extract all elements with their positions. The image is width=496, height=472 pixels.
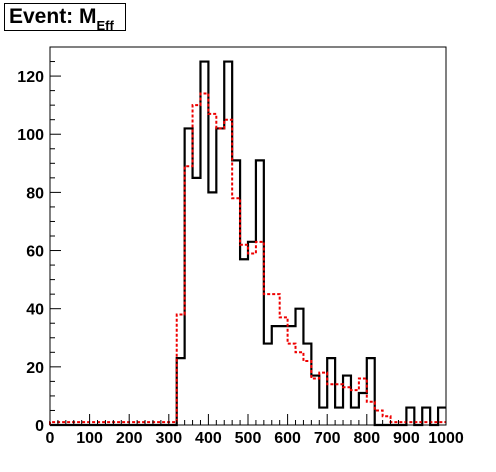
histogram-series-2 bbox=[49, 92, 446, 425]
y-tick-label: 80 bbox=[26, 185, 44, 202]
x-tick-label: 600 bbox=[274, 430, 301, 447]
y-tick-label: 120 bbox=[17, 69, 44, 86]
x-tick-label: 400 bbox=[195, 430, 222, 447]
x-tick-label: 500 bbox=[235, 430, 262, 447]
x-tick-label: 0 bbox=[46, 430, 55, 447]
x-tick-label: 1000 bbox=[428, 430, 464, 447]
x-tick-label: 900 bbox=[393, 430, 420, 447]
x-tick-label: 300 bbox=[155, 430, 182, 447]
chart-title: Event: MEff bbox=[4, 3, 126, 33]
x-tick-label: 700 bbox=[314, 430, 341, 447]
x-tick-label: 200 bbox=[116, 430, 143, 447]
y-tick-label: 60 bbox=[26, 244, 44, 261]
plot-frame bbox=[49, 46, 447, 426]
y-tick-label: 20 bbox=[26, 360, 44, 377]
x-tick-label: 100 bbox=[76, 430, 103, 447]
histogram-series-1 bbox=[50, 60, 446, 427]
y-tick-label: 0 bbox=[35, 418, 44, 435]
x-tick-label: 800 bbox=[353, 430, 380, 447]
y-tick-label: 100 bbox=[17, 127, 44, 144]
y-tick-label: 40 bbox=[26, 302, 44, 319]
chart-title-main: Event: M bbox=[9, 5, 97, 28]
chart-title-subscript: Eff bbox=[96, 18, 114, 33]
